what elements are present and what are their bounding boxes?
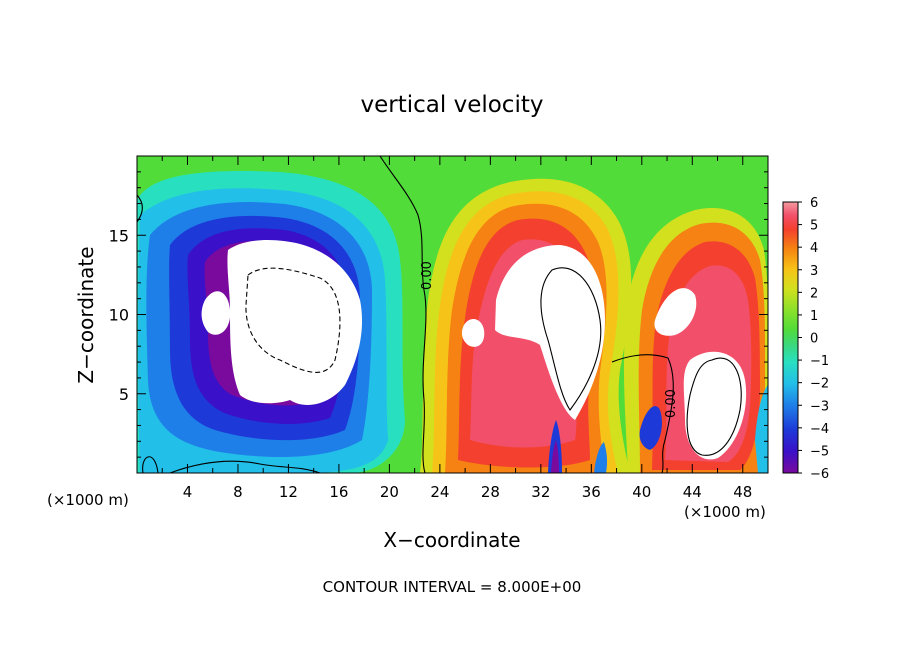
x-tick-label: 8 — [233, 483, 243, 501]
contour-label: 0.00 — [420, 261, 435, 290]
updraft-contour-line — [686, 357, 742, 456]
colorbar-tick-label: 4 — [810, 241, 818, 256]
x-tick-label: 36 — [582, 483, 601, 501]
field-region — [461, 318, 485, 347]
colorbar-tick-label: 2 — [810, 286, 818, 301]
x-tick-label: 28 — [481, 483, 500, 501]
x-axis-label: X−coordinate — [383, 528, 520, 552]
x-tick-label: 44 — [683, 483, 702, 501]
field-region — [755, 385, 768, 473]
y-tick-label: 15 — [109, 226, 129, 245]
field-region — [227, 240, 363, 405]
colorbar-tick-label: −3 — [810, 399, 829, 414]
colorbar-tick-label: 6 — [810, 196, 818, 211]
colorbar-tick-label: −4 — [810, 422, 829, 437]
chart-title: vertical velocity — [361, 92, 544, 118]
zero-contour-line — [137, 194, 143, 223]
plot-area: 0.00 0.00 — [137, 156, 768, 473]
field-region — [201, 291, 231, 335]
contour-interval-label: CONTOUR INTERVAL = 8.000E+00 — [323, 578, 582, 596]
zero-contour-line — [142, 456, 159, 473]
x-tick-label: 48 — [733, 483, 752, 501]
updraft-contour-line — [540, 267, 602, 411]
zero-contour-line — [611, 354, 674, 473]
colorbar-ticks: 6 5 4 3 2 1 0 −1 −2 −3 −4 −5 −6 — [798, 196, 829, 482]
colorbar-tick-label: 5 — [810, 219, 818, 234]
x-tick-label: 12 — [279, 483, 298, 501]
zero-contour-line — [379, 156, 427, 473]
field-region — [594, 442, 608, 473]
field-region — [495, 245, 605, 420]
field-region — [683, 351, 747, 460]
y-axis-label: Z−coordinate — [74, 246, 98, 383]
colorbar-bar — [782, 201, 799, 474]
contour-label: 0.00 — [664, 389, 679, 418]
x-tick-label: 24 — [430, 483, 449, 501]
velocity-field — [137, 170, 768, 473]
x-tick-label: 16 — [329, 483, 348, 501]
y-tick-label: 5 — [119, 385, 129, 404]
contour-lines — [137, 156, 742, 473]
colorbar-tick-label: −6 — [810, 467, 829, 482]
field-region — [654, 288, 697, 336]
x-unit-label-right: (×1000 m) — [684, 503, 766, 521]
x-tick-label: 32 — [531, 483, 550, 501]
downdraft-contour-line — [245, 267, 341, 373]
field-region — [551, 440, 559, 473]
colorbar-tick-label: 0 — [810, 332, 818, 347]
colorbar-tick-label: 1 — [810, 309, 818, 324]
zero-contour-line — [169, 460, 321, 473]
colorbar-tick-label: 3 — [810, 264, 818, 279]
x-axis: 4 8 12 16 20 24 28 32 36 40 44 48 — [161, 156, 752, 501]
x-tick-label: 4 — [183, 483, 193, 501]
colorbar-tick-label: −2 — [810, 377, 829, 392]
colorbar: 6 5 4 3 2 1 0 −1 −2 −3 −4 −5 −6 — [782, 196, 829, 482]
colorbar-tick-label: −5 — [810, 444, 829, 459]
colorbar-tick-label: −1 — [810, 354, 829, 369]
x-tick-label: 40 — [632, 483, 651, 501]
x-tick-label: 20 — [380, 483, 399, 501]
y-tick-label: 10 — [109, 306, 129, 325]
y-axis: 5 10 15 — [109, 171, 768, 458]
x-unit-label-left: (×1000 m) — [47, 491, 129, 509]
field-region — [639, 406, 662, 450]
